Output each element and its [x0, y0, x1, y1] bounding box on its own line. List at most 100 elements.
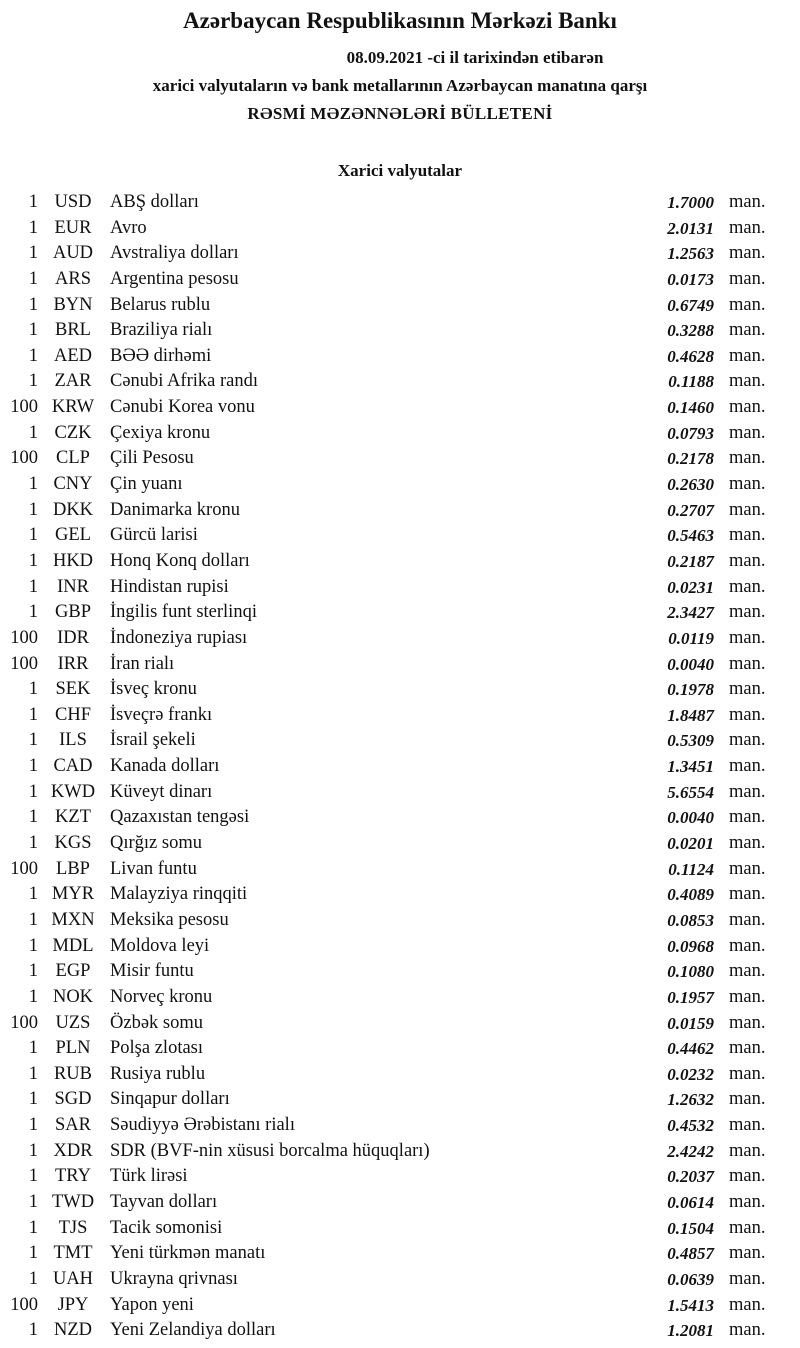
currency-code: AUD [52, 243, 94, 264]
exchange-rate: 0.6749 [667, 295, 714, 315]
currency-quantity: 100 [10, 858, 38, 879]
exchange-rate: 0.0614 [667, 1192, 714, 1212]
currency-unit: man. [729, 1217, 766, 1238]
currency-code: RUB [53, 1063, 93, 1084]
currency-row: 1 NZD Yeni Zelandiya dolları 1.2081 man. [0, 1318, 800, 1344]
currency-quantity: 1 [28, 1140, 38, 1161]
currency-name: Tayvan dolları [110, 1191, 218, 1212]
currency-unit: man. [729, 909, 766, 930]
currency-unit: man. [729, 499, 766, 520]
currency-row: 1 TMT Yeni türkmən manatı 0.4857 man. [0, 1241, 800, 1267]
currency-row: 1 KGS Qırğız somu 0.0201 man. [0, 831, 800, 857]
currency-name: Belarus rublu [110, 294, 211, 315]
currency-quantity: 1 [28, 499, 38, 520]
currency-row: 1 GBP İngilis funt sterlinqi 2.3427 man. [0, 600, 800, 626]
currency-row: 1 HKD Honq Konq dolları 0.2187 man. [0, 549, 800, 575]
currency-quantity: 1 [28, 986, 38, 1007]
currency-row: 1 NOK Norveç kronu 0.1957 man. [0, 985, 800, 1011]
currency-quantity: 1 [28, 371, 38, 392]
currency-code: KWD [50, 781, 96, 802]
currency-code: MXN [51, 909, 95, 930]
currency-code: NOK [52, 986, 94, 1007]
currency-quantity: 1 [28, 474, 38, 495]
currency-code: HKD [52, 550, 94, 571]
currency-code: CNY [53, 474, 93, 495]
currency-name: Meksika pesosu [110, 909, 229, 930]
currency-code: CAD [53, 756, 93, 777]
page-title: Azərbaycan Respublikasının Mərkəzi Bankı [183, 8, 617, 33]
currency-row: 1 CHF İsveçrə frankı 1.8487 man. [0, 703, 800, 729]
currency-unit: man. [729, 781, 766, 802]
currency-row: 1 TRY Türk lirəsi 0.2037 man. [0, 1164, 800, 1190]
currency-unit: man. [729, 807, 766, 828]
currency-unit: man. [729, 935, 766, 956]
currency-name: İsrail şekeli [110, 730, 196, 751]
currency-row: 1 KZT Qazaxıstan tengəsi 0.0040 man. [0, 805, 800, 831]
currency-code: JPY [57, 1294, 89, 1315]
exchange-rate: 1.7000 [667, 193, 714, 212]
currency-quantity: 1 [28, 730, 38, 751]
exchange-rate: 0.4857 [667, 1244, 714, 1264]
currency-quantity: 1 [28, 192, 38, 212]
currency-quantity: 1 [28, 781, 38, 802]
currency-name: Qırğız somu [110, 833, 202, 854]
exchange-rate: 0.0201 [667, 834, 714, 854]
currency-unit: man. [729, 1166, 766, 1187]
currency-name: Özbək somu [110, 1012, 203, 1033]
currency-quantity: 1 [28, 1243, 38, 1264]
currency-quantity: 100 [10, 627, 38, 648]
currency-unit: man. [729, 1191, 766, 1212]
currency-code: USD [54, 192, 92, 212]
currency-code: XDR [53, 1140, 93, 1161]
exchange-rate: 0.1124 [668, 859, 714, 879]
currency-row: 1 MDL Moldova leyi 0.0968 man. [0, 934, 800, 960]
currency-unit: man. [729, 704, 766, 725]
currency-unit: man. [729, 576, 766, 597]
currency-quantity: 1 [28, 1166, 38, 1187]
currency-name: İngilis funt sterlinqi [110, 602, 257, 623]
currency-quantity: 1 [28, 217, 38, 238]
currency-unit: man. [729, 371, 766, 392]
exchange-rate: 0.0040 [667, 808, 714, 828]
currency-row: 1 UAH Ukrayna qrivnası 0.0639 man. [0, 1267, 800, 1293]
currency-unit: man. [729, 884, 766, 905]
currency-row: 1 GEL Gürcü larisi 0.5463 man. [0, 523, 800, 549]
exchange-rate: 0.2707 [667, 500, 714, 520]
currency-quantity: 1 [28, 1089, 38, 1110]
exchange-rate: 0.1188 [668, 372, 714, 392]
currency-unit: man. [729, 422, 766, 443]
currency-code: GEL [55, 525, 91, 546]
currency-quantity: 100 [10, 448, 38, 469]
currency-row: 1 SGD Sinqapur dolları 1.2632 man. [0, 1087, 800, 1113]
currency-name: Avstraliya dolları [110, 243, 239, 264]
currency-quantity: 1 [28, 1063, 38, 1084]
exchange-rate: 2.3427 [667, 603, 714, 623]
exchange-rate: 5.6554 [667, 782, 714, 802]
currency-code: PLN [55, 1038, 91, 1059]
exchange-rate: 0.0040 [667, 654, 714, 674]
currency-code: NZD [53, 1320, 93, 1341]
currency-quantity: 1 [28, 602, 38, 623]
currency-name: Çin yuanı [110, 474, 183, 495]
currency-row: 1 RUB Rusiya rublu 0.0232 man. [0, 1062, 800, 1088]
currency-unit: man. [729, 345, 766, 366]
currency-row: 1 EUR Avro 2.0131 man. [0, 216, 800, 242]
exchange-rate: 0.0119 [668, 628, 714, 648]
currency-name: Ukrayna qrivnası [110, 1268, 238, 1289]
exchange-rate: 0.2187 [667, 551, 714, 571]
currency-name: Yapon yeni [110, 1294, 194, 1315]
currency-name: Türk lirəsi [110, 1166, 188, 1187]
exchange-rate: 0.2037 [667, 1167, 714, 1187]
currency-quantity: 1 [28, 550, 38, 571]
currency-unit: man. [729, 679, 766, 700]
effective-date: 08.09.2021 -ci il tarixindən etibarən [346, 48, 604, 67]
currency-code: ARS [55, 268, 91, 289]
currency-unit: man. [729, 474, 766, 495]
currency-quantity: 1 [28, 756, 38, 777]
currency-code: SEK [55, 679, 91, 700]
exchange-rate: 1.2081 [667, 1321, 714, 1341]
exchange-rate: 0.5309 [667, 731, 714, 751]
currency-row: 100 KRW Cənubi Korea vonu 0.1460 man. [0, 395, 800, 421]
currency-row: 1 XDR SDR (BVF-nin xüsusi borcalma hüquqla… [0, 1139, 800, 1165]
exchange-rate: 1.5413 [667, 1295, 714, 1315]
